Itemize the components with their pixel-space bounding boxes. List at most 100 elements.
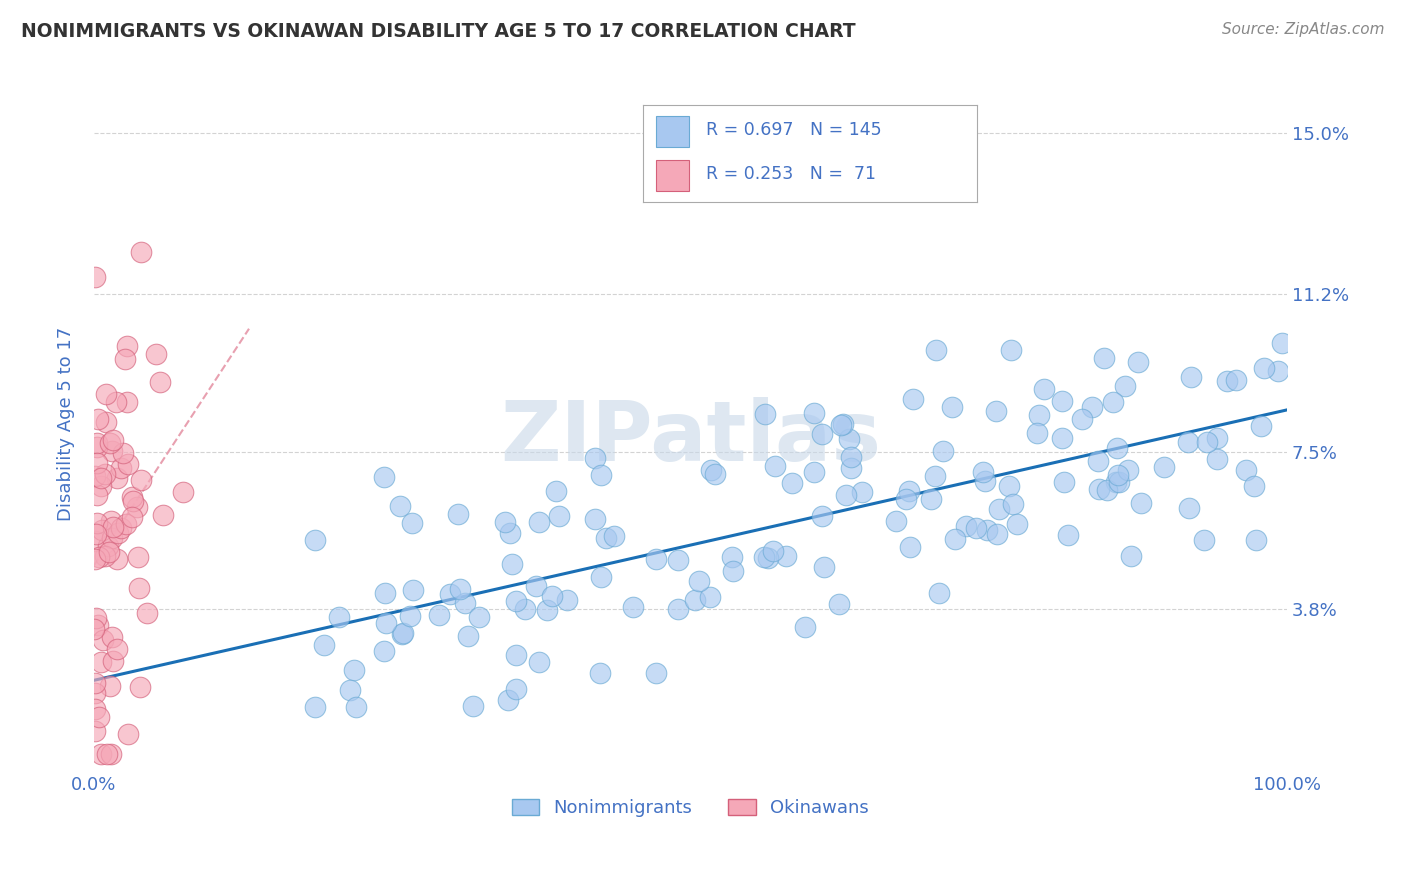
Point — [1130, 495, 1153, 509]
Point — [110, 521, 132, 535]
Point — [84, 534, 107, 549]
Point — [84, 469, 107, 483]
Point — [304, 699, 326, 714]
Point — [666, 552, 689, 566]
Point — [1250, 418, 1272, 433]
Point — [830, 418, 852, 433]
Point — [129, 473, 152, 487]
Point — [112, 446, 135, 460]
Point — [1053, 475, 1076, 490]
Point — [583, 450, 606, 465]
Point — [100, 531, 122, 545]
Point — [115, 395, 138, 409]
Y-axis label: Disability Age 5 to 17: Disability Age 5 to 17 — [58, 327, 75, 521]
Point — [589, 468, 612, 483]
Point — [775, 549, 797, 563]
Point — [93, 633, 115, 648]
Point — [965, 521, 987, 535]
Point — [803, 405, 825, 419]
Point — [1206, 452, 1229, 467]
Point — [1092, 351, 1115, 366]
Point — [100, 747, 122, 761]
Point — [1116, 463, 1139, 477]
Point — [1271, 336, 1294, 351]
Point — [447, 508, 470, 522]
Point — [172, 484, 194, 499]
Point — [389, 500, 412, 514]
Legend: Nonimmigrants, Okinawans: Nonimmigrants, Okinawans — [505, 791, 876, 824]
Point — [976, 524, 998, 538]
Point — [97, 544, 120, 558]
Point — [105, 552, 128, 566]
Point — [125, 500, 148, 515]
Point — [496, 693, 519, 707]
Point — [972, 465, 994, 479]
Point — [152, 508, 174, 523]
Point — [328, 609, 350, 624]
Point — [1002, 497, 1025, 511]
Point — [104, 395, 127, 409]
Point — [589, 570, 612, 584]
Point — [828, 597, 851, 611]
Point — [86, 412, 108, 426]
Point — [90, 655, 112, 669]
Point — [810, 508, 832, 523]
Point — [901, 392, 924, 406]
Point — [374, 586, 396, 600]
Point — [87, 617, 110, 632]
Point — [813, 560, 835, 574]
Point — [1102, 395, 1125, 409]
Point — [898, 540, 921, 554]
Point — [84, 702, 107, 716]
Point — [86, 516, 108, 530]
Point — [1028, 408, 1050, 422]
Point — [83, 622, 105, 636]
Point — [1180, 369, 1202, 384]
Point — [128, 582, 150, 596]
Point — [101, 444, 124, 458]
Point — [1243, 479, 1265, 493]
Point — [461, 699, 484, 714]
Point — [84, 676, 107, 690]
Point — [86, 456, 108, 470]
Point — [920, 491, 942, 506]
Point — [832, 417, 855, 432]
Point — [501, 558, 523, 572]
Point — [87, 710, 110, 724]
Point — [83, 723, 105, 738]
Point — [101, 630, 124, 644]
Point — [399, 608, 422, 623]
Point — [304, 533, 326, 547]
Point — [373, 470, 395, 484]
Point — [1050, 432, 1073, 446]
Point — [752, 550, 775, 565]
Point — [94, 415, 117, 429]
Point — [121, 510, 143, 524]
Point — [589, 666, 612, 681]
Point — [314, 638, 336, 652]
Point — [1108, 475, 1130, 489]
Point — [117, 457, 139, 471]
Point — [96, 386, 118, 401]
Point — [454, 596, 477, 610]
Point — [505, 681, 527, 696]
Point — [973, 474, 995, 488]
Point — [931, 443, 953, 458]
Point — [145, 346, 167, 360]
Point — [595, 531, 617, 545]
Point — [700, 463, 723, 477]
Point — [1216, 374, 1239, 388]
Point — [343, 663, 366, 677]
Point — [90, 747, 112, 761]
Point — [1192, 533, 1215, 547]
Point — [375, 615, 398, 630]
Point — [762, 543, 785, 558]
Point — [1253, 361, 1275, 376]
Point — [987, 501, 1010, 516]
Point — [127, 549, 149, 564]
Point — [96, 747, 118, 761]
Point — [468, 609, 491, 624]
Point — [621, 599, 644, 614]
Point — [117, 727, 139, 741]
Point — [97, 539, 120, 553]
